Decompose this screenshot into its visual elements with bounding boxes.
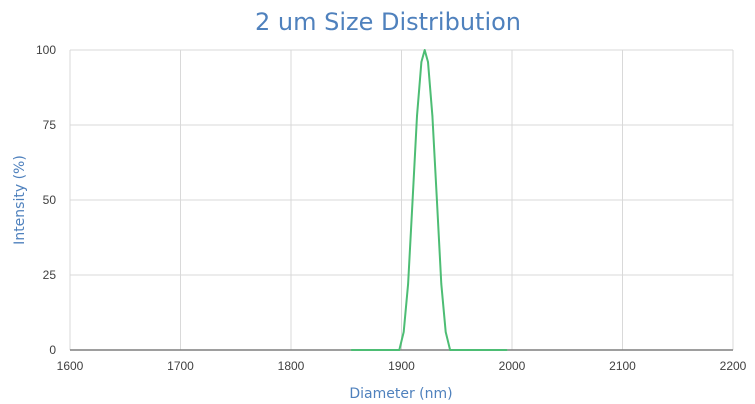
x-tick-label: 2100 <box>609 359 636 373</box>
data-point <box>407 283 409 285</box>
data-point <box>440 283 443 285</box>
data-point <box>489 349 491 351</box>
data-point <box>436 199 438 201</box>
y-tick-label: 75 <box>43 118 57 132</box>
data-point <box>402 331 405 333</box>
data-point <box>350 349 353 351</box>
data-point <box>423 49 426 51</box>
chart-title: 2 um Size Distribution <box>255 8 521 36</box>
x-tick-label: 1900 <box>388 359 415 373</box>
x-tick-label: 1800 <box>278 359 305 373</box>
data-point <box>420 61 423 63</box>
data-point <box>431 115 434 117</box>
data-point <box>411 199 414 201</box>
y-tick-label: 0 <box>49 343 56 357</box>
x-tick-label: 2200 <box>720 359 747 373</box>
data-point <box>427 61 429 63</box>
series-lines <box>350 49 508 351</box>
x-axis-title: Diameter (nm) <box>349 386 452 402</box>
y-tick-label: 25 <box>43 268 57 282</box>
data-point <box>449 349 451 351</box>
data-point <box>398 349 401 351</box>
x-tick-label: 1600 <box>57 359 84 373</box>
data-point <box>505 349 508 351</box>
data-point <box>373 349 375 351</box>
data-point <box>416 115 418 117</box>
x-tick-label: 1700 <box>167 359 194 373</box>
series-line-0 <box>350 49 508 351</box>
grid <box>69 49 734 351</box>
tick-labels: 1600 1700 1800 1900 2000 2100 2200 0 25 50 75 100 <box>36 43 747 373</box>
data-point <box>467 349 469 351</box>
y-tick-label: 100 <box>36 43 56 57</box>
y-axis-title: Intensity (%) <box>12 155 28 245</box>
x-tick-label: 2000 <box>499 359 526 373</box>
y-tick-label: 50 <box>43 193 57 207</box>
data-point <box>444 331 447 333</box>
